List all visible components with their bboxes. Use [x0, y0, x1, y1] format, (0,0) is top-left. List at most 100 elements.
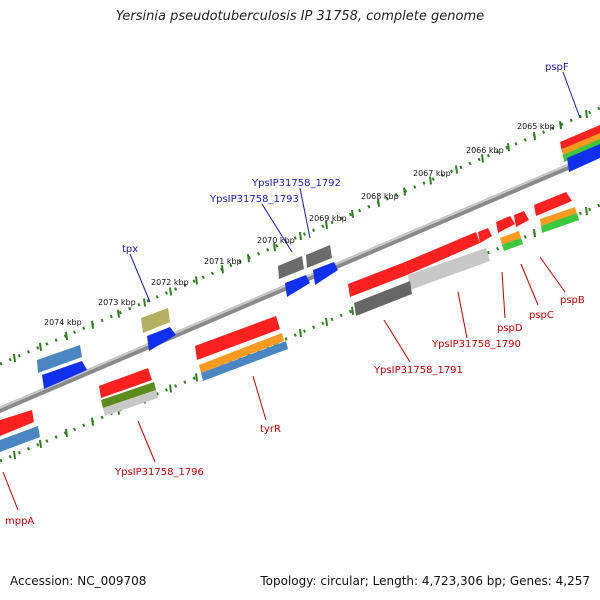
gene-label-1796[interactable]: YpsIP31758_1796: [114, 467, 204, 478]
gene-leader: [2, 471, 19, 511]
kbp-label: 2071 kbp: [204, 257, 242, 266]
gene-leader: [501, 271, 506, 319]
gene-feature[interactable]: [541, 213, 579, 233]
gene-feature[interactable]: [195, 316, 280, 360]
scale-tick: [325, 317, 328, 327]
scale-tick: [39, 342, 42, 352]
kbp-label: 2070 kbp: [257, 236, 295, 245]
gene-label-1793[interactable]: YpsIP31758_1793: [209, 194, 299, 205]
gene-label-1792[interactable]: YpsIP31758_1792: [251, 178, 341, 189]
scale-tick: [39, 439, 42, 449]
scale-tick: [13, 353, 16, 363]
gene-feature[interactable]: [99, 368, 152, 398]
gene-label-mppa[interactable]: mppA: [5, 516, 34, 527]
gene-feature[interactable]: [514, 211, 529, 227]
scale-tick: [273, 242, 276, 252]
gene-feature[interactable]: [141, 308, 170, 333]
gene-feature[interactable]: [199, 333, 284, 373]
gene-feature[interactable]: [306, 245, 332, 268]
gene-feature[interactable]: [560, 125, 600, 152]
top-strand-features: [37, 125, 600, 389]
gene-feature[interactable]: [103, 390, 158, 416]
gene-label-pspc[interactable]: pspC: [529, 310, 554, 321]
gene-feature[interactable]: [42, 361, 87, 389]
gene-leader: [539, 256, 566, 293]
gene-label-pspf[interactable]: pspF: [545, 62, 569, 73]
scale-tick: [117, 309, 120, 318]
gene-leader: [457, 291, 468, 339]
gene-feature[interactable]: [101, 382, 156, 408]
gene-feature[interactable]: [147, 327, 176, 351]
gene-leader: [252, 375, 267, 421]
scale-tick: [91, 320, 94, 329]
gene-label-1790[interactable]: YpsIP31758_1790: [431, 339, 521, 350]
gene-feature[interactable]: [567, 144, 600, 172]
kbp-label: 2066 kbp: [466, 146, 504, 155]
scale-tick: [221, 265, 224, 274]
scale-tick: [247, 254, 250, 263]
scale-tick: [143, 298, 146, 307]
kbp-label: 2074 kbp: [44, 318, 82, 327]
scale-tick: [429, 176, 432, 185]
gene-feature[interactable]: [313, 262, 338, 285]
scale-tick: [299, 231, 302, 241]
kbp-label: 2068 kbp: [361, 192, 399, 201]
scale-tick: [533, 229, 536, 238]
gene-feature[interactable]: [562, 133, 600, 156]
scale-tick: [13, 450, 16, 460]
gene-feature[interactable]: [502, 238, 523, 251]
kbp-label: 2065 kbp: [517, 122, 555, 131]
scale-tick: [299, 328, 302, 338]
gene-leader: [520, 263, 539, 306]
kbp-label: 2073 kbp: [98, 298, 136, 307]
gene-feature[interactable]: [496, 216, 515, 233]
gene-feature[interactable]: [201, 341, 288, 381]
gene-feature[interactable]: [0, 426, 40, 452]
gene-feature[interactable]: [348, 262, 407, 297]
scale-tick: [169, 384, 172, 393]
scale-tick: [351, 209, 354, 218]
gene-feature[interactable]: [0, 410, 34, 436]
scale-tick: [65, 331, 68, 340]
gene-feature[interactable]: [405, 232, 480, 275]
kbp-label: 2072 kbp: [151, 278, 189, 287]
gene-feature[interactable]: [540, 207, 577, 226]
gene-feature[interactable]: [408, 248, 490, 290]
gene-feature[interactable]: [278, 256, 304, 279]
gene-label-pspb[interactable]: pspB: [560, 295, 585, 306]
scale-tick: [403, 187, 406, 196]
gene-leader: [129, 253, 151, 303]
gene-leader: [299, 187, 311, 239]
gene-feature[interactable]: [478, 228, 492, 243]
gene-feature[interactable]: [534, 192, 572, 216]
scale-tick: [325, 220, 328, 230]
gene-feature[interactable]: [37, 345, 82, 373]
gene-leader: [261, 203, 293, 253]
gene-feature[interactable]: [285, 275, 310, 297]
scale-tick: [91, 417, 94, 426]
scale-tick: [455, 165, 458, 174]
scale-tick: [559, 120, 562, 130]
gene-label-pspd[interactable]: pspD: [497, 323, 523, 334]
gene-label-tpx[interactable]: tpx: [122, 244, 138, 255]
topology-text: Topology: circular; Length: 4,723,306 bp…: [260, 574, 590, 588]
scale-tick: [169, 287, 172, 296]
kbp-label: 2069 kbp: [309, 214, 347, 223]
scale-tick: [533, 132, 536, 141]
gene-leader: [137, 420, 156, 463]
scale-tick: [195, 373, 198, 382]
gene-label-tyrr[interactable]: tyrR: [260, 424, 281, 435]
scale-tick: [377, 198, 380, 207]
gene-feature[interactable]: [354, 281, 412, 316]
scale-tick: [585, 109, 588, 119]
scale-ticks: [13, 109, 588, 460]
scale-tick: [507, 143, 510, 152]
gene-feature[interactable]: [500, 231, 521, 245]
scale-tick: [585, 206, 588, 216]
accession-text: Accession: NC_009708: [10, 574, 147, 588]
genome-title: Yersinia pseudotuberculosis IP 31758, co…: [115, 9, 485, 24]
scale-tick: [195, 276, 198, 285]
scale-tick: [481, 154, 484, 163]
gene-label-1791[interactable]: YpsIP31758_1791: [373, 365, 463, 376]
